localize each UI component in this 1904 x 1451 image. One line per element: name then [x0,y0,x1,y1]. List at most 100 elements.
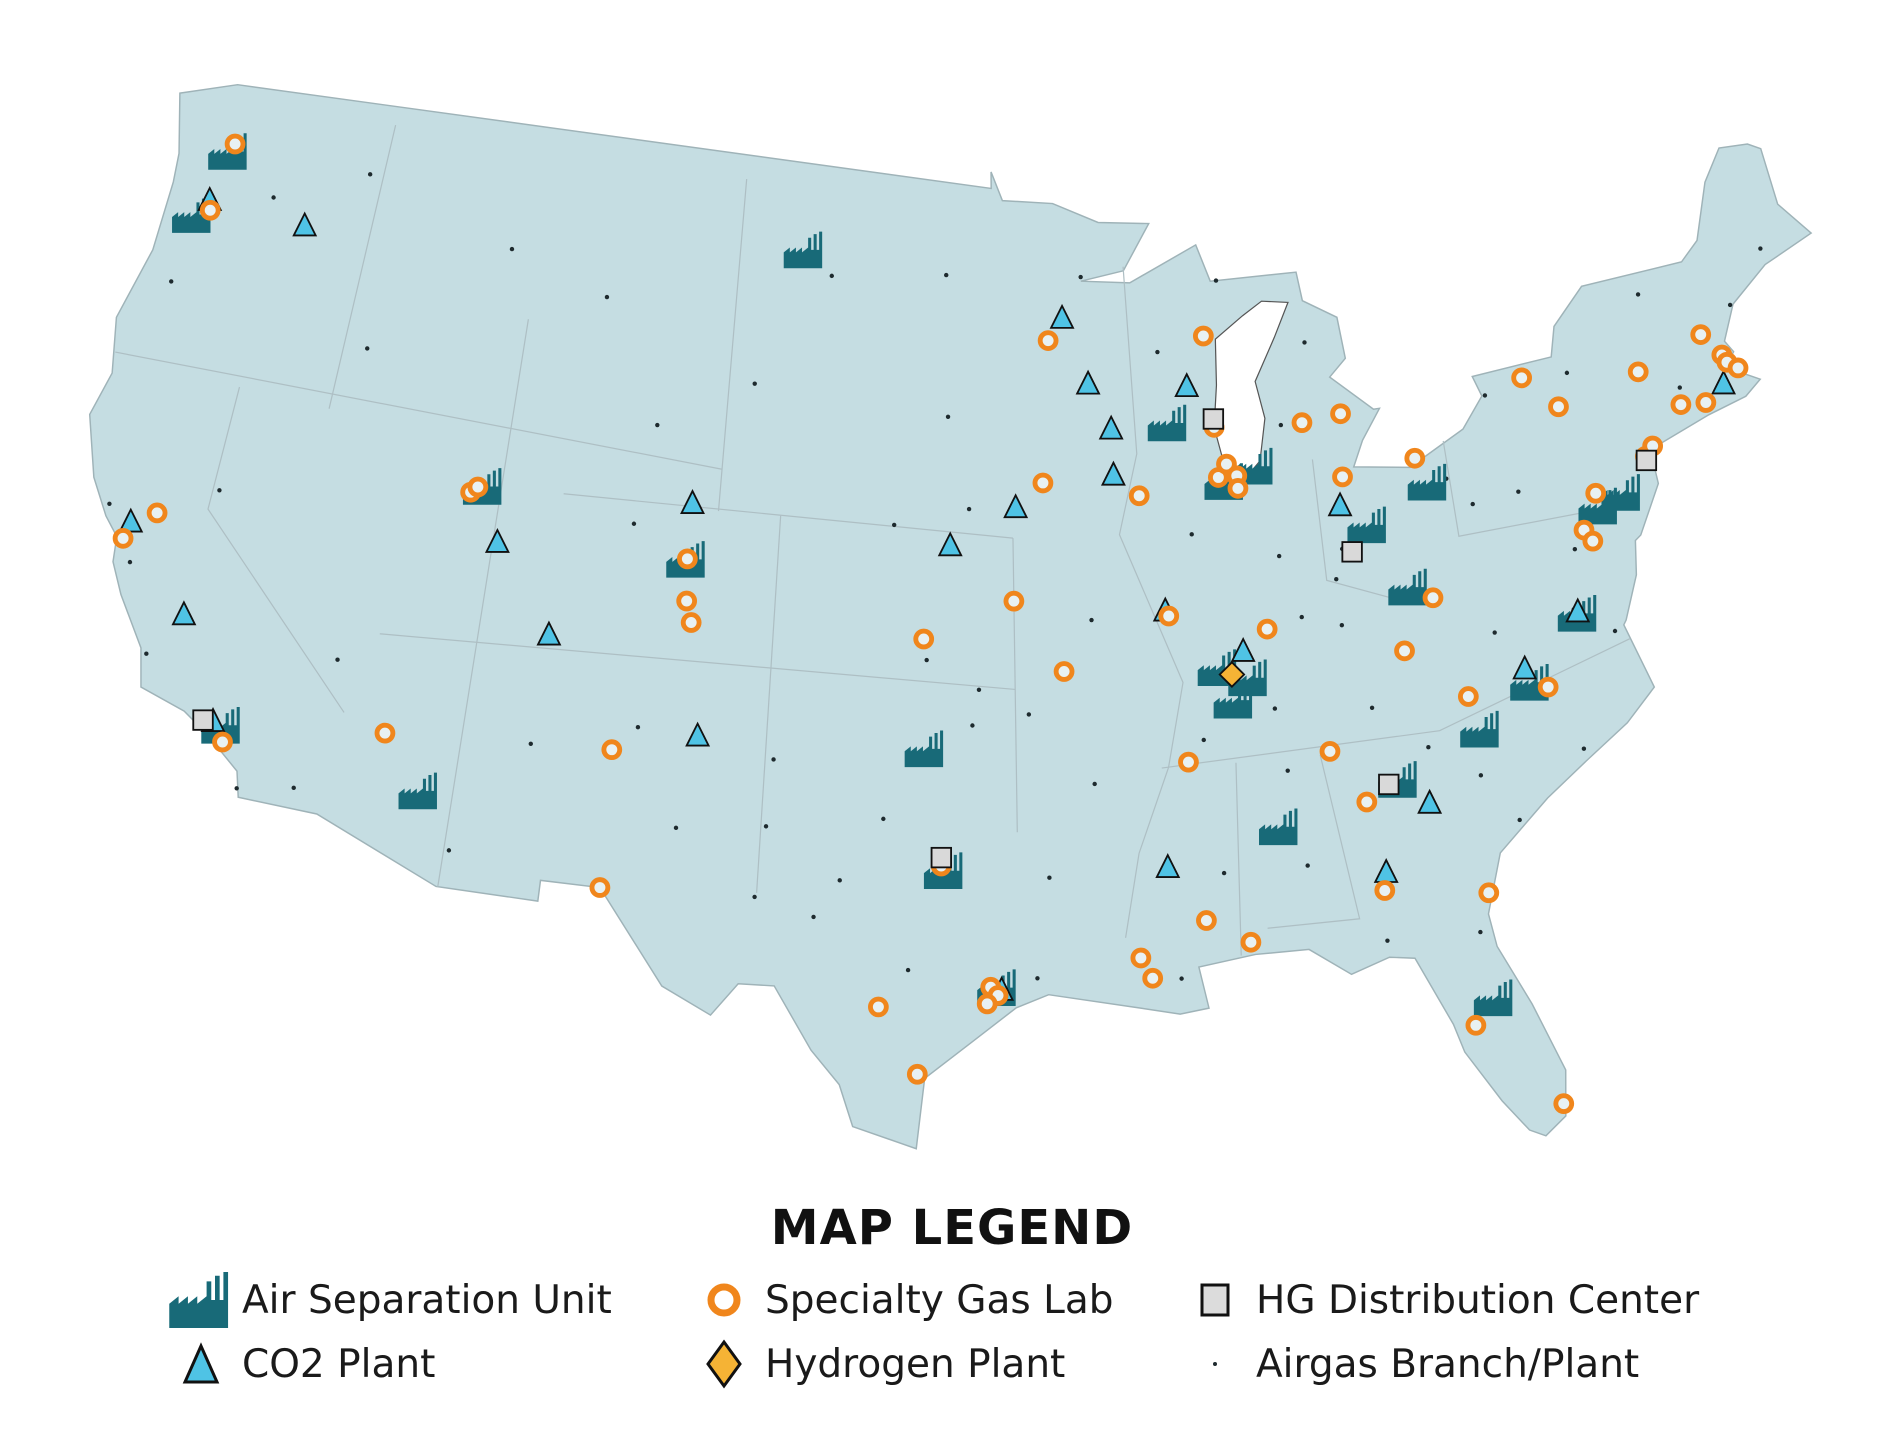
hg-distribution-center-marker [930,846,953,869]
specialty-gas-lab-marker [1158,605,1180,627]
dot-icon [1180,1336,1250,1392]
air-separation-unit-marker [208,133,247,170]
specialty-gas-lab-marker [1003,590,1025,612]
specialty-gas-lab-marker [1291,412,1313,434]
branch-dot [1155,349,1160,355]
branch-dot [1478,773,1484,778]
co2-plant-marker [1711,369,1737,395]
specialty-gas-lab-marker [913,628,935,650]
branch-dot [752,894,757,900]
branch-dot [1305,863,1310,868]
specialty-gas-lab-marker [146,502,168,524]
hg-distribution-center-marker [192,709,214,731]
state-border [756,515,782,893]
co2-plant-marker [292,211,318,237]
legend-branch: Airgas Branch/Plant [1180,1336,1639,1392]
marker-layer [112,133,1749,1115]
branch-dot [1047,875,1052,880]
state-border [1311,459,1401,602]
legend-label: Air Separation Unit [242,1277,612,1323]
branch-dot [966,506,972,512]
specialty-gas-lab-marker [1478,882,1500,904]
branch-dot [1285,768,1290,773]
co2-plant-marker [1512,654,1538,680]
co2-plant-marker [1049,303,1075,329]
branch-dot [1385,938,1390,943]
specialty-gas-lab-marker [212,731,233,753]
specialty-gas-lab-marker [199,199,221,221]
specialty-gas-lab-marker [1032,472,1054,494]
triangle-icon [166,1336,236,1392]
co2-plant-marker [484,527,510,553]
specialty-gas-lab-marker [1332,466,1353,488]
specialty-gas-lab-marker [1627,361,1649,383]
air-separation-unit-marker [1388,568,1427,606]
branch-dot [1035,976,1040,981]
branch-dot [1221,870,1227,876]
branch-dot [1302,340,1307,345]
legend-label: Specialty Gas Lab [765,1277,1114,1323]
specialty-gas-lab-marker [1128,485,1150,507]
hydrogen-plant-marker [1218,661,1246,689]
specialty-gas-lab-marker [976,993,998,1015]
air-separation-unit-marker [201,706,240,744]
state-border [1012,538,1018,833]
specialty-gas-lab-marker [1330,403,1351,425]
branch-dot [1078,274,1083,280]
branch-dot [970,723,975,728]
specialty-gas-lab-marker [1548,396,1569,418]
branch-dot [509,246,515,252]
air-separation-unit-marker [1347,506,1386,544]
specialty-gas-lab-marker [1422,587,1444,609]
specialty-gas-lab-marker [1227,477,1249,499]
state-border [1235,762,1242,956]
air-separation-unit-marker [1601,474,1640,511]
air-separation-unit-marker [1147,404,1187,442]
branch-dot [1727,302,1733,308]
co2-plant-marker [937,531,963,557]
legend-specialty-gas-lab: Specialty Gas Lab [689,1272,1114,1328]
branch-dot [1369,705,1375,711]
branch-dot [944,272,949,278]
branch-dot [905,967,911,973]
branch-dot [1189,532,1194,537]
air-separation-unit-marker [1228,659,1267,697]
branch-dot [1426,745,1431,750]
branch-dot [1612,628,1618,634]
branch-dot [335,657,340,662]
branch-dot [1516,489,1521,494]
branch-dot [367,172,373,177]
specialty-gas-lab-marker [1585,482,1607,504]
specialty-gas-lab-marker [1537,676,1559,698]
legend-title: MAP LEGEND [770,1200,1134,1256]
diamond-icon [689,1336,759,1392]
branch-dot [945,414,951,419]
specialty-gas-lab-marker [680,612,702,633]
air-separation-unit-marker [1213,681,1253,719]
air-separation-unit-marker [1407,463,1447,501]
specialty-gas-lab-marker [1670,394,1692,415]
branch-dot [1278,422,1284,428]
state-border [1161,637,1631,769]
hg-distribution-center-marker [1341,541,1363,563]
branch-dot [1026,712,1032,717]
air-separation-unit-marker [783,231,823,269]
branch-dot [127,559,133,565]
specialty-gas-lab-marker [1695,392,1717,413]
square-icon [1180,1272,1250,1328]
branch-dot [635,724,641,730]
co2-plant-marker [680,489,705,514]
air-separation-unit-marker [1259,808,1298,846]
branch-dot [1517,817,1522,823]
state-border [1118,266,1184,938]
specialty-gas-lab-marker [1511,367,1533,389]
branch-dot [1572,546,1578,552]
co2-plant-marker [1174,372,1200,398]
specialty-gas-lab-marker [1356,791,1378,813]
hg-distribution-center-marker [1635,449,1658,472]
branch-dot [1635,292,1641,297]
specialty-gas-lab-marker [1374,880,1396,901]
branch-dot [891,522,897,528]
branch-dot [811,914,816,920]
